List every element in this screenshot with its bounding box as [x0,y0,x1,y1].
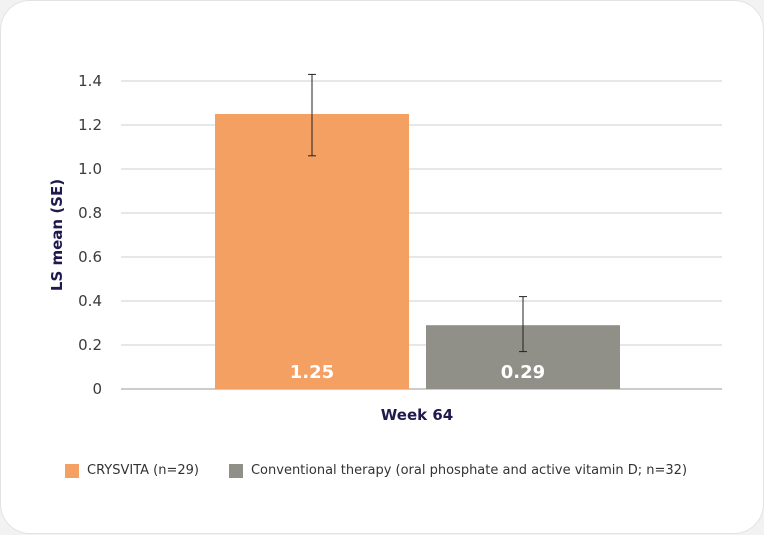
legend-swatch-crysvita [65,463,79,478]
data-labels: 1.25 0.29 [290,362,545,383]
legend-label-conventional: Conventional therapy (oral phosphate and… [250,463,688,478]
data-label: 1.25 [290,362,334,383]
y-tick-label: 1.0 [78,160,102,178]
gridlines [121,80,722,390]
y-tick-label: 1.2 [78,116,102,134]
y-tick-label: 1.4 [78,72,102,90]
bar [215,114,409,389]
error-bars [308,73,527,353]
y-tick-label: 0 [92,380,102,398]
y-tick-labels: 0 0.2 0.4 0.6 0.8 1.0 1.2 1.4 [78,72,102,398]
x-category-label: Week 64 [381,406,453,424]
legend-item-conventional: Conventional therapy (oral phosphate and… [228,463,688,478]
y-tick-label: 0.4 [78,292,102,310]
y-tick-label: 0.6 [78,248,102,266]
legend-item-crysvita: CRYSVITA (n=29) [65,463,199,478]
legend-label-crysvita: CRYSVITA (n=29) [87,463,199,478]
legend: CRYSVITA (n=29) Conventional therapy (or… [65,463,717,478]
legend-swatch-conventional [228,463,243,478]
data-label: 0.29 [501,362,545,383]
bars [215,114,620,389]
y-axis-label: LS mean (SE) [48,179,66,291]
y-tick-label: 0.2 [78,336,102,354]
y-tick-label: 0.8 [78,204,102,222]
